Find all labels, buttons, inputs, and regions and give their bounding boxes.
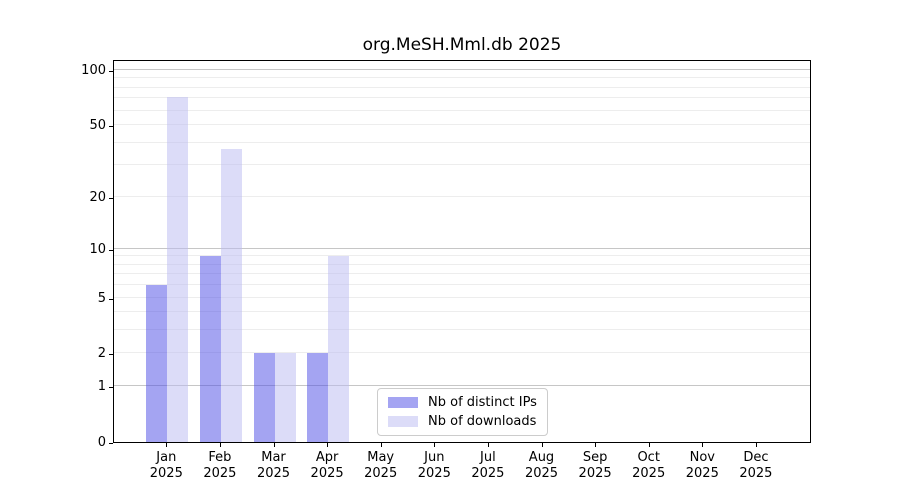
x-tick-mark <box>702 443 704 447</box>
y-tick-label: 50 <box>89 118 106 134</box>
legend-swatch-downloads <box>388 416 418 427</box>
minor-gridline <box>114 296 810 298</box>
y-tick-label: 10 <box>89 241 106 257</box>
x-tick-mark <box>648 443 650 447</box>
x-tick-mark <box>434 443 436 447</box>
x-tick-mark <box>595 443 597 447</box>
bar-feb-distinct-ips <box>199 256 221 442</box>
y-tick-mark <box>109 298 113 300</box>
minor-gridline <box>114 124 810 126</box>
legend-label-downloads: Nb of downloads <box>428 414 537 429</box>
minor-gridline <box>114 77 810 79</box>
x-tick-label-apr: Apr 2025 <box>310 450 344 481</box>
x-tick-label-dec: Dec 2025 <box>739 450 773 481</box>
minor-gridline <box>114 164 810 166</box>
y-tick-mark <box>109 126 113 128</box>
x-tick-mark <box>273 443 275 447</box>
y-tick-mark <box>109 71 113 72</box>
chart-title: org.MeSH.Mml.db 2025 <box>362 35 562 55</box>
minor-gridline <box>114 311 810 313</box>
bar-apr-downloads <box>328 256 350 442</box>
bar-apr-distinct-ips <box>307 353 329 442</box>
y-tick-label: 5 <box>97 290 106 306</box>
plot-area <box>113 60 811 443</box>
x-tick-mark <box>166 443 168 447</box>
minor-gridline <box>114 273 810 275</box>
minor-gridline <box>114 97 810 99</box>
x-tick-label-aug: Aug 2025 <box>524 450 559 481</box>
x-tick-label-sep: Sep 2025 <box>578 450 612 481</box>
minor-gridline <box>114 141 810 143</box>
y-tick-mark <box>109 354 113 356</box>
legend-label-distinct-ips: Nb of distinct IPs <box>428 395 537 410</box>
y-tick-label: 100 <box>81 63 106 78</box>
minor-gridline <box>114 86 810 88</box>
y-tick-label: 1 <box>97 379 106 395</box>
bar-jan-distinct-ips <box>146 285 168 442</box>
y-tick-label: 20 <box>89 189 106 205</box>
y-tick-mark <box>109 197 113 199</box>
x-tick-mark <box>327 443 329 447</box>
legend-row-distinct-ips: Nb of distinct IPs <box>388 395 537 410</box>
bar-jan-downloads <box>167 97 189 442</box>
bar-mar-distinct-ips <box>253 353 275 442</box>
y-tick-mark <box>109 443 113 444</box>
y-tick-label: 0 <box>97 435 106 450</box>
minor-gridline <box>114 255 810 257</box>
minor-gridline <box>114 109 810 111</box>
major-gridline <box>114 69 810 70</box>
x-tick-label-jul: Jul 2025 <box>471 450 505 481</box>
y-tick-label: 2 <box>97 346 106 362</box>
major-gridline <box>114 247 810 249</box>
x-tick-label-oct: Oct 2025 <box>632 450 666 481</box>
x-tick-mark <box>541 443 543 447</box>
x-tick-label-nov: Nov 2025 <box>685 450 719 481</box>
x-tick-mark <box>487 443 489 447</box>
x-tick-label-mar: Mar 2025 <box>256 450 291 481</box>
major-gridline <box>114 385 810 387</box>
minor-gridline <box>114 195 810 197</box>
x-tick-mark <box>380 443 382 447</box>
bar-feb-downloads <box>220 148 242 442</box>
x-tick-label-jan: Jan 2025 <box>149 450 183 481</box>
minor-gridline <box>114 329 810 331</box>
y-tick-mark <box>109 387 113 389</box>
legend-row-downloads: Nb of downloads <box>388 414 537 429</box>
x-tick-mark <box>755 443 757 447</box>
x-tick-mark <box>219 443 221 447</box>
y-tick-mark <box>109 249 113 251</box>
minor-gridline <box>114 352 810 354</box>
minor-gridline <box>114 284 810 286</box>
x-tick-label-may: May 2025 <box>364 450 398 481</box>
minor-gridline <box>114 263 810 265</box>
bar-mar-downloads <box>274 353 296 442</box>
chart-legend: Nb of distinct IPs Nb of downloads <box>377 388 548 436</box>
x-tick-label-feb: Feb 2025 <box>203 450 237 481</box>
legend-swatch-distinct-ips <box>388 397 418 408</box>
x-tick-label-jun: Jun 2025 <box>417 450 451 481</box>
